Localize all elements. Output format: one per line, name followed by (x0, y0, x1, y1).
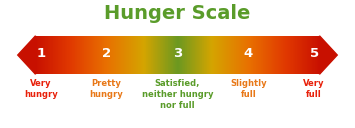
Polygon shape (320, 36, 337, 74)
Text: 3: 3 (173, 47, 182, 60)
Text: 5: 5 (310, 47, 319, 60)
Text: Very
hungry: Very hungry (24, 79, 58, 99)
Text: 4: 4 (244, 47, 253, 60)
Text: Very
full: Very full (304, 79, 325, 99)
Text: Hunger Scale: Hunger Scale (104, 4, 251, 23)
Text: 1: 1 (36, 47, 45, 60)
Text: 2: 2 (102, 47, 111, 60)
Text: Pretty
hungry: Pretty hungry (89, 79, 124, 99)
Polygon shape (18, 36, 36, 74)
Text: Satisfied,
neither hungry
nor full: Satisfied, neither hungry nor full (142, 79, 213, 110)
Text: Slightly
full: Slightly full (230, 79, 267, 99)
